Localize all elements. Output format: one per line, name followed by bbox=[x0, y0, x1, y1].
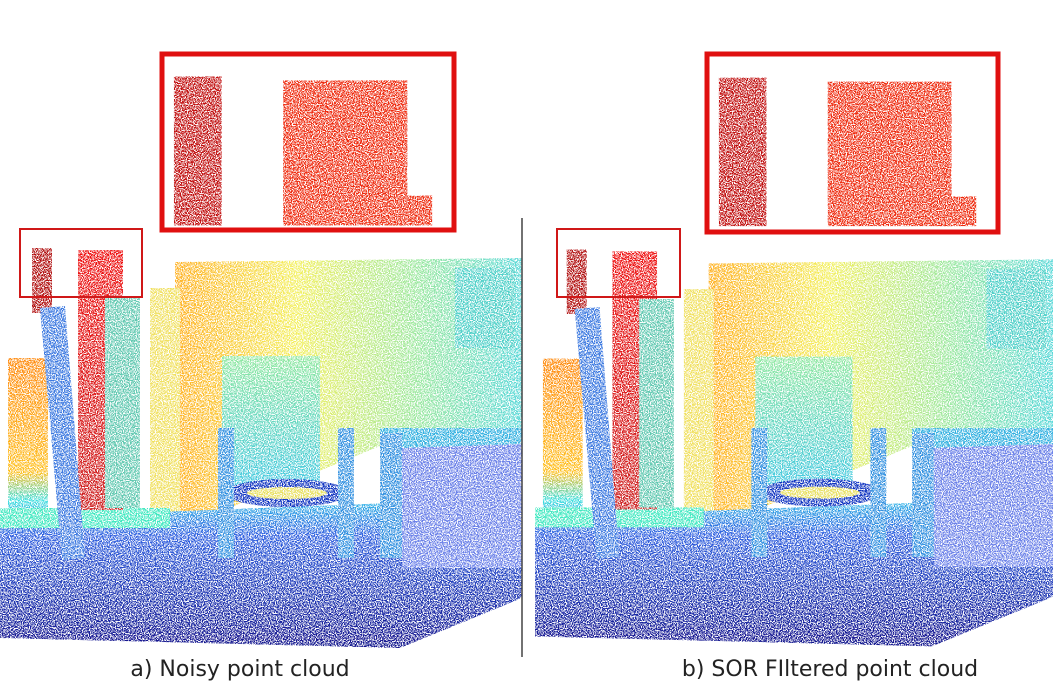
caption: b) SOR FIltered point cloud bbox=[682, 657, 978, 682]
figure: a) Noisy point cloud b) SOR FIltered poi… bbox=[0, 0, 1053, 689]
panel-left bbox=[0, 0, 522, 648]
caption: a) Noisy point cloud bbox=[130, 657, 349, 682]
panel-right bbox=[535, 0, 1053, 646]
